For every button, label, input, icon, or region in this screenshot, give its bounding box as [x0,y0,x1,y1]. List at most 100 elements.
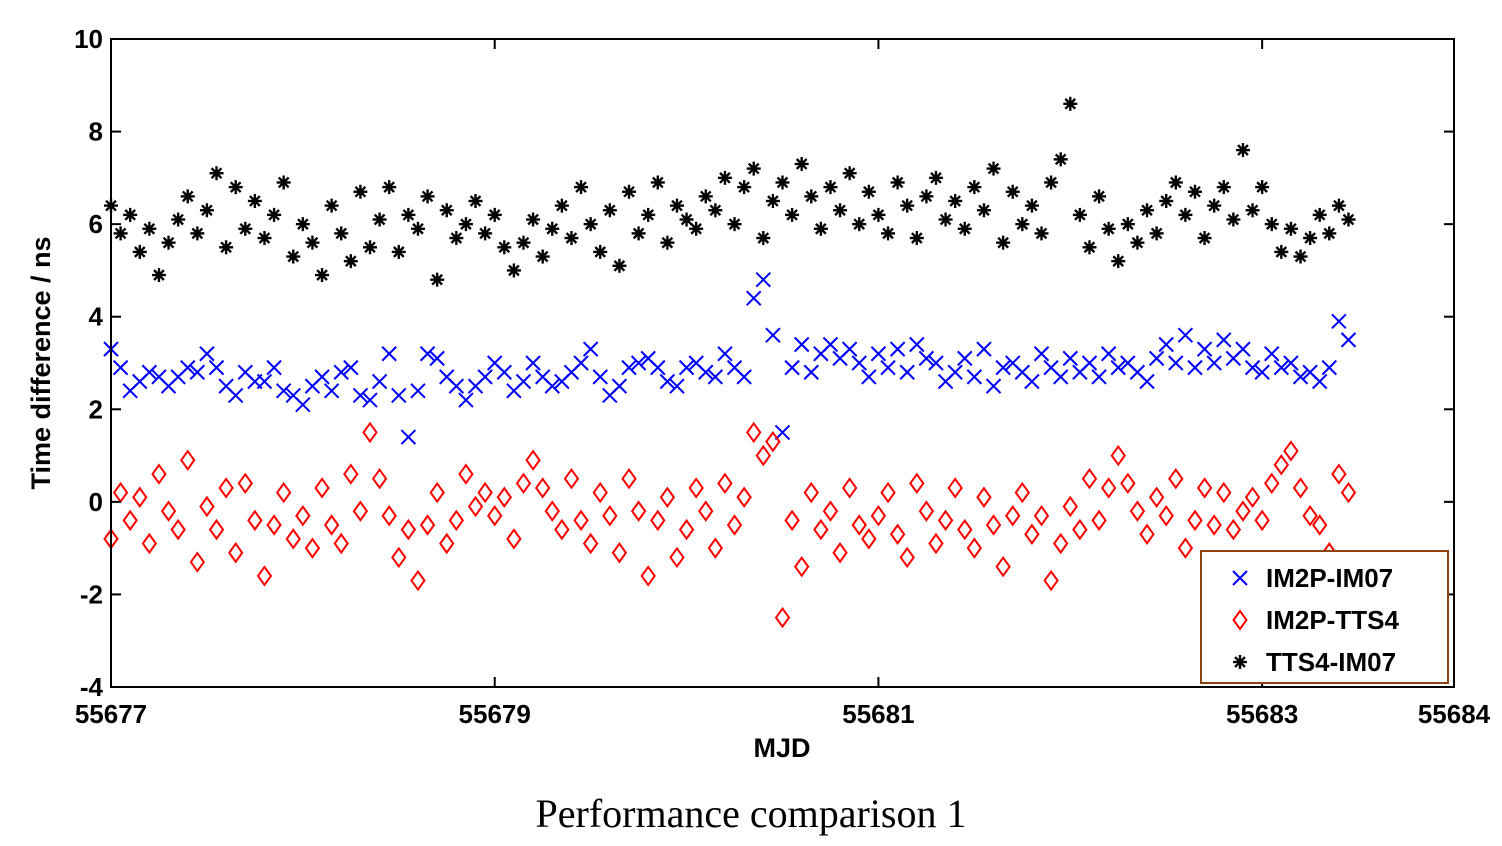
data-point [650,359,666,376]
data-point [746,290,762,306]
data-point [621,359,637,376]
data-point [362,392,378,408]
legend: IM2P-IM07 IM2P-TTS4 TTS4-IM07 [1200,550,1449,684]
data-point [1130,235,1145,250]
data-point [515,472,532,495]
data-point [478,226,493,241]
data-point [937,509,954,532]
data-point [1168,175,1183,190]
data-point [132,486,148,508]
data-point [439,532,455,555]
data-point [401,207,416,222]
data-point [161,235,176,250]
data-point [554,518,570,541]
data-point [228,387,244,404]
data-point [132,244,147,259]
data-point [707,537,724,559]
data-point [1283,440,1299,462]
data-point [1273,454,1290,476]
data-point [669,198,684,213]
data-point [1331,313,1347,330]
data-point [583,217,598,232]
data-point [928,170,943,185]
data-point [266,514,282,536]
data-point [448,509,465,532]
data-point [717,346,733,362]
data-point [861,184,876,199]
data-point [822,336,839,353]
data-point [1101,221,1116,236]
data-point [1092,189,1107,204]
data-point [1139,523,1155,545]
data-point [1139,373,1155,390]
data-point [1062,495,1078,518]
data-point [611,542,628,564]
data-point [525,449,541,471]
data-point [314,477,330,499]
data-point [592,481,608,504]
data-point [957,350,973,367]
data-point [534,477,551,499]
data-point [996,235,1011,250]
data-point [841,341,858,357]
data-point [870,505,887,527]
data-point [755,444,772,467]
data-point [784,359,800,376]
data-point [1110,359,1126,376]
data-point [275,481,292,504]
data-point [785,207,800,222]
data-point [275,383,292,399]
data-point [1177,327,1194,343]
data-point [112,359,129,376]
data-point [1120,217,1135,232]
data-point [323,514,340,536]
data-point [189,551,206,573]
data-point [525,355,541,371]
data-point [477,369,493,385]
legend-label: IM2P-IM07 [1266,563,1393,593]
data-point [1206,514,1222,536]
data-point [1187,359,1203,376]
data-point [439,203,454,218]
scatter-chart: 55677 55679 55681 55683 55684 -4 -2 0 2 4 6 8 10 MJD… [26,24,1491,763]
data-point [630,355,647,371]
data-point [842,166,857,181]
data-point [1024,198,1039,213]
data-point [1053,152,1068,167]
data-point [448,378,465,394]
data-point [333,532,349,555]
data-point [304,537,321,559]
data-point [1140,203,1155,218]
data-point [1052,369,1069,385]
data-point [726,514,743,536]
data-point [1254,509,1270,532]
data-point [142,221,157,236]
data-point [391,546,407,569]
data-point [1264,217,1279,232]
data-point [1216,180,1231,195]
data-point [1196,477,1213,499]
data-point [669,378,685,394]
data-point [1177,537,1194,559]
y-tick-label: 10 [74,24,103,54]
data-point [1100,346,1117,362]
data-point [1254,364,1270,380]
data-point [573,355,589,371]
data-point [708,203,723,218]
data-point [1044,175,1059,190]
data-point [717,472,733,495]
plot-frame [110,38,1455,688]
data-point [1206,355,1222,371]
y-tick-label: 8 [89,117,103,147]
data-point [641,207,656,222]
data-point [170,518,186,541]
legend-marker [1232,570,1248,586]
data-point [419,514,436,536]
data-point [247,509,263,532]
data-point [678,518,695,541]
data-point [1322,226,1337,241]
data-point [947,364,963,380]
data-point [1005,184,1020,199]
data-point [1311,514,1328,536]
data-point [918,350,935,367]
